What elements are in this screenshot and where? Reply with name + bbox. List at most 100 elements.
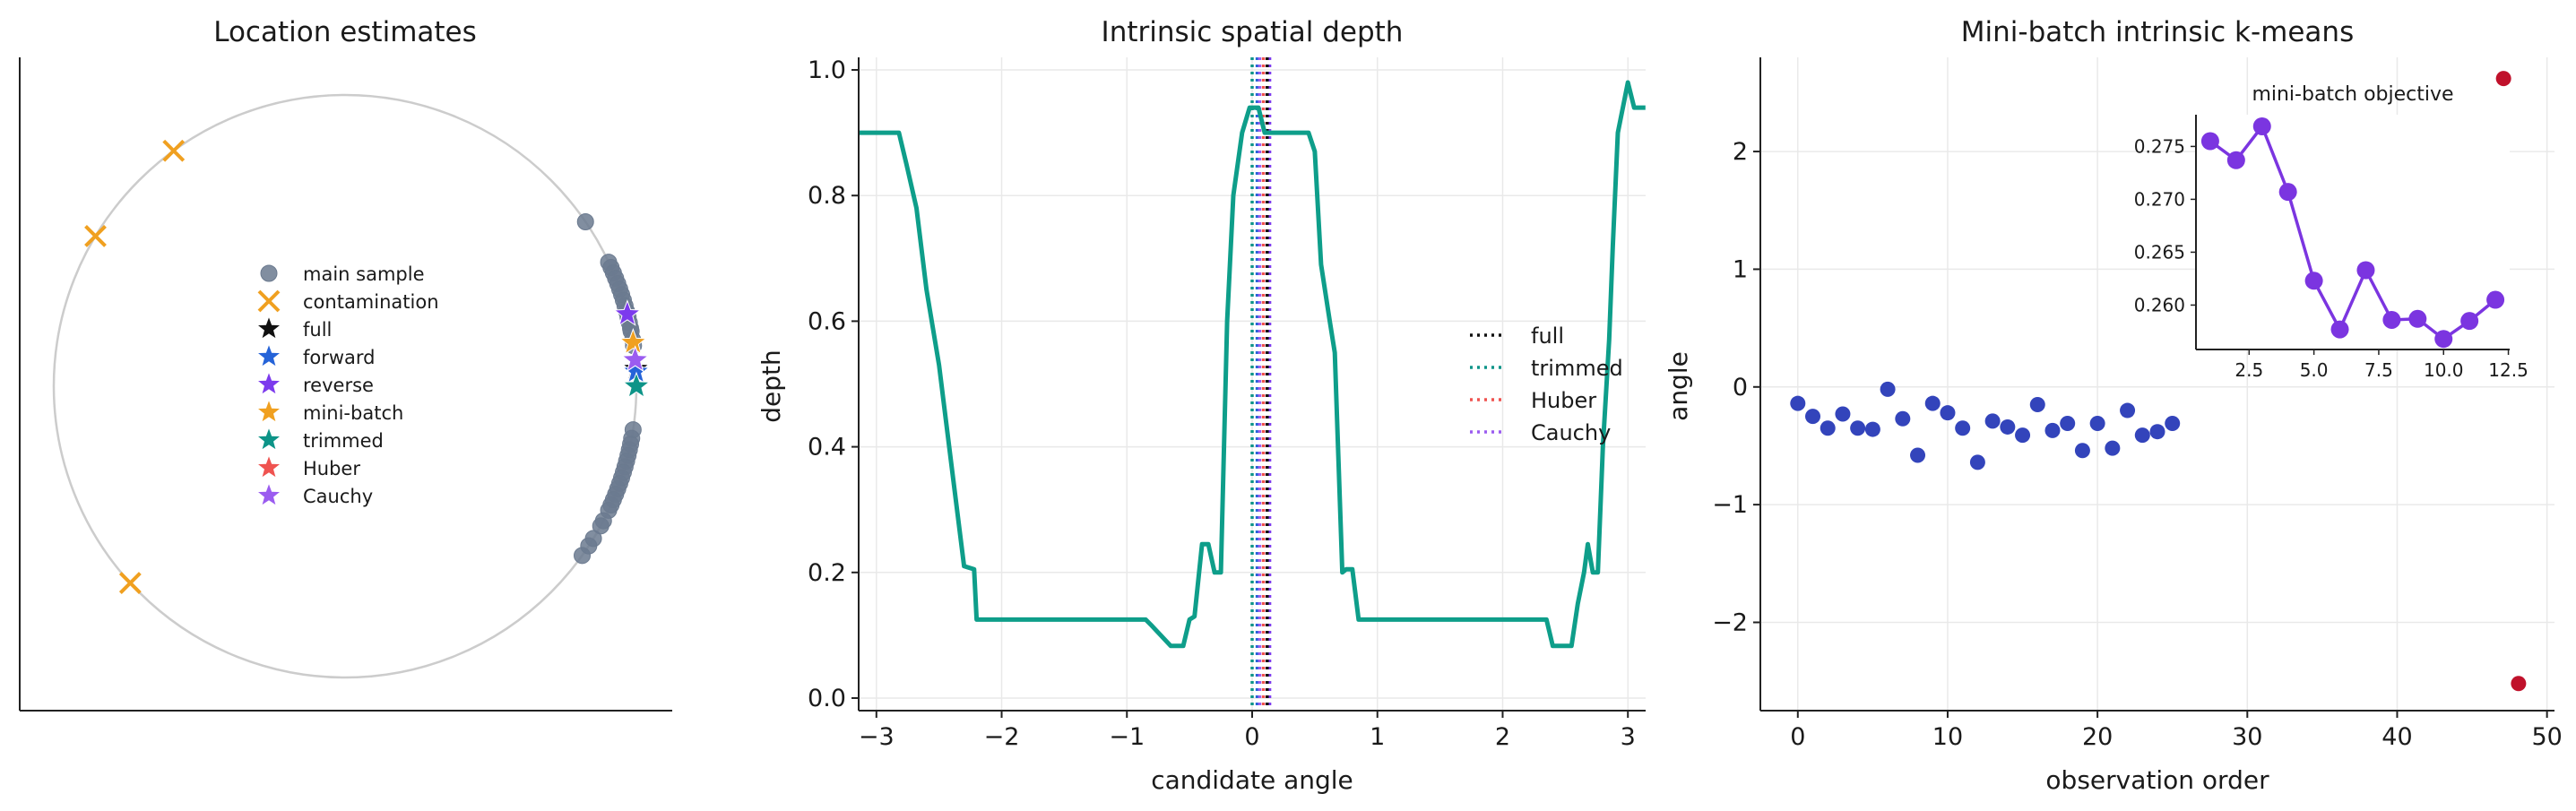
observation-point: [1880, 381, 1896, 397]
panel3-xlabel: observation order: [2045, 765, 2269, 795]
intrinsic-depth-panel: Intrinsic spatial depth −3 −2 −1 0 1 2 3 0.0 0.2…: [756, 16, 1646, 795]
observation-point: [1835, 406, 1851, 422]
legend-label: forward: [303, 347, 376, 368]
inset-x-tick-label: 5.0: [2300, 359, 2329, 381]
objective-point: [2200, 132, 2219, 151]
y-tick-label: 0.6: [808, 307, 846, 335]
contamination-point: [84, 225, 107, 247]
objective-point: [2434, 330, 2453, 349]
estimate-star-trimmed: [622, 371, 651, 399]
location-estimates-panel: Location estimates main sample contaminat…: [19, 16, 672, 712]
legend-label: full: [303, 319, 332, 341]
panel1-legend: main sample contamination full forward rever…: [255, 263, 439, 507]
observation-point: [1820, 420, 1836, 436]
objective-point: [2330, 320, 2349, 339]
objective-point: [2486, 290, 2505, 309]
panel2-estimate-lines: [1250, 57, 1272, 711]
legend-label: Huber: [1531, 388, 1596, 413]
legend-label: reverse: [303, 375, 374, 396]
inset-x-tick-label: 12.5: [2488, 359, 2528, 381]
main-sample-point: [592, 517, 609, 535]
observation-point: [1955, 420, 1971, 436]
x-tick-label: 40: [2382, 723, 2412, 751]
legend-label: Cauchy: [1531, 420, 1611, 445]
panel2-grid: [859, 57, 1646, 711]
objective-inset: mini-batch objective 2.5 5.0 7.5 10.0 12.5 0.…: [2134, 83, 2528, 381]
observation-point: [2495, 71, 2511, 87]
inset-background: [2196, 115, 2510, 349]
observation-point: [2015, 427, 2031, 444]
panel2-legend: full trimmed Huber Cauchy: [1470, 324, 1623, 445]
panel2-title: Intrinsic spatial depth: [1102, 16, 1404, 48]
observation-point: [1969, 454, 1985, 470]
estimate-star-mini-batch: [618, 328, 647, 355]
panel3-ticks: 0 10 20 30 40 50 −2 −1 0 1 2: [1712, 138, 2563, 751]
panel3-title: Mini-batch intrinsic k-means: [1961, 16, 2354, 48]
observation-point: [2511, 676, 2527, 692]
legend-marker-8: [255, 481, 282, 507]
y-tick-label: 1: [1733, 255, 1748, 283]
objective-points: [2200, 116, 2505, 349]
x-tick-label: 2: [1495, 723, 1510, 751]
contamination-point: [118, 572, 142, 594]
main-sample-point: [576, 212, 594, 230]
panel1-marks: [84, 139, 651, 594]
observation-point: [2044, 422, 2061, 438]
observation-point: [1805, 409, 1821, 425]
legend-marker-2: [255, 315, 282, 341]
legend-marker-3: [255, 342, 282, 368]
legend-label: trimmed: [303, 430, 384, 452]
x-tick-label: 30: [2232, 723, 2262, 751]
x-tick-label: 1: [1370, 723, 1385, 751]
objective-point: [2408, 309, 2427, 328]
inset-y-tick-label: 0.265: [2134, 241, 2185, 263]
legend-marker-4: [255, 370, 282, 396]
legend-marker-1: [257, 289, 281, 313]
inset-y-tick-label: 0.270: [2134, 188, 2185, 210]
observation-point: [1790, 395, 1806, 411]
objective-point: [2278, 183, 2297, 202]
main-sample-point: [574, 547, 592, 565]
observation-point: [2060, 416, 2076, 432]
observation-point: [1940, 405, 1956, 421]
kmeans-panel: Mini-batch intrinsic k-means 0 10 20 30 40 50…: [1664, 16, 2563, 795]
x-tick-label: 50: [2531, 723, 2562, 751]
x-tick-label: 20: [2082, 723, 2113, 751]
y-tick-label: 2: [1733, 138, 1748, 166]
x-tick-label: 3: [1621, 723, 1636, 751]
inset-x-tick-label: 10.0: [2424, 359, 2464, 381]
observation-point: [2029, 396, 2045, 412]
estimate-star-reverse: [613, 299, 642, 326]
x-tick-label: −2: [984, 723, 1020, 751]
objective-point: [2460, 312, 2479, 331]
legend-marker-7: [255, 453, 282, 479]
observation-point: [2149, 424, 2165, 440]
observation-point: [1864, 421, 1880, 437]
panel1-title: Location estimates: [213, 16, 477, 48]
legend-label: contamination: [303, 291, 439, 313]
observation-point: [2165, 416, 2181, 432]
y-tick-label: 0.8: [808, 182, 846, 210]
legend-marker-6: [255, 426, 282, 452]
x-tick-label: −3: [859, 723, 895, 751]
observation-point: [2120, 402, 2136, 418]
inset-ticks: 2.5 5.0 7.5 10.0 12.5 0.260 0.265 0.270 0.275: [2134, 135, 2528, 381]
panel3-points: [1790, 71, 2527, 692]
panel2-ylabel: depth: [756, 349, 786, 423]
y-tick-label: −1: [1712, 491, 1748, 519]
panel2-ticks: −3 −2 −1 0 1 2 3 0.0 0.2 0.4 0.6 0.8 1.0: [808, 56, 1636, 751]
observation-point: [1910, 447, 1926, 463]
x-tick-label: −1: [1109, 723, 1145, 751]
x-tick-label: 0: [1790, 723, 1805, 751]
legend-marker-5: [255, 398, 282, 424]
inset-x-tick-label: 2.5: [2235, 359, 2263, 381]
observation-point: [2074, 443, 2090, 459]
inset-y-tick-label: 0.260: [2134, 294, 2185, 315]
y-tick-label: 0.4: [808, 434, 846, 462]
observation-point: [2089, 416, 2105, 432]
x-tick-label: 0: [1244, 723, 1259, 751]
contamination-point: [162, 139, 186, 162]
y-tick-label: 0: [1733, 374, 1748, 401]
legend-label: Cauchy: [303, 486, 373, 507]
observation-point: [1924, 395, 1941, 411]
